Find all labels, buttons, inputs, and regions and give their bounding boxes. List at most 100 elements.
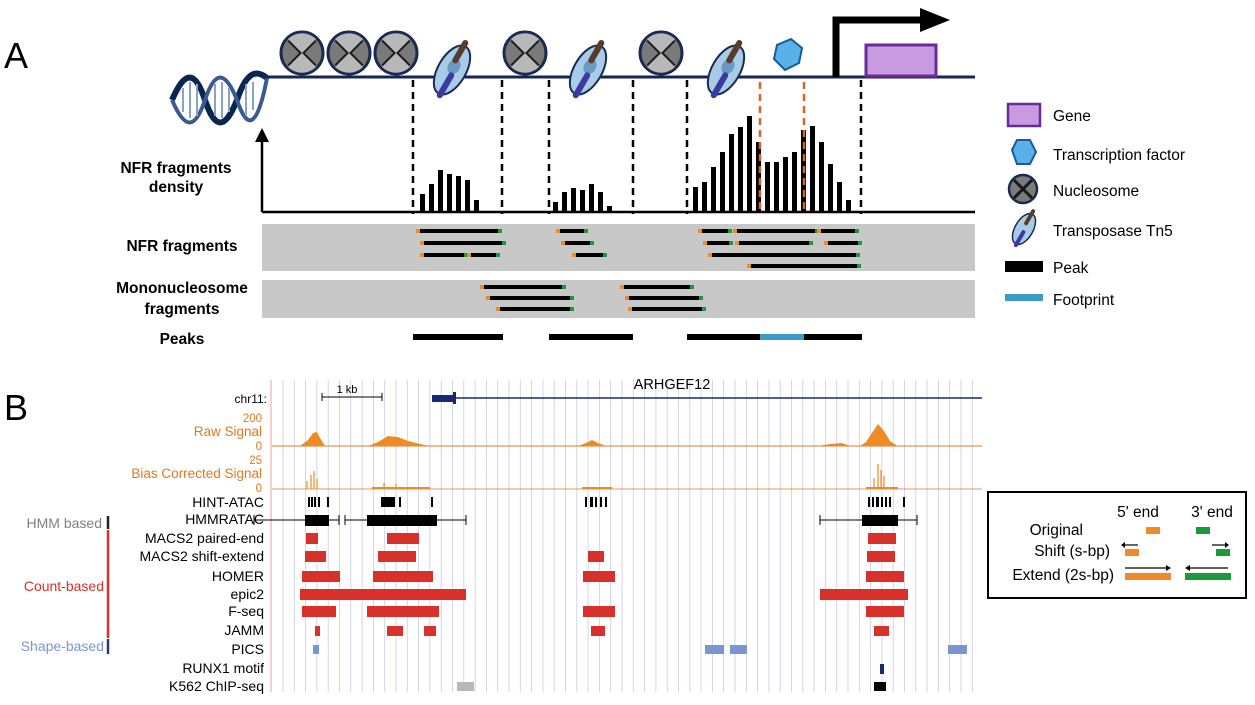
fragment-3-end (856, 253, 860, 257)
fragment-body (828, 241, 858, 245)
density-bar (429, 184, 434, 212)
homer-track (302, 571, 904, 582)
fragment-body (739, 241, 809, 245)
density-track-label-1: NFR fragments (120, 160, 231, 177)
nucleosome-icon (373, 30, 419, 76)
density-bar (598, 192, 603, 212)
density-bar (420, 194, 425, 212)
chipseq-track (457, 682, 886, 691)
density-bar (580, 190, 585, 212)
density-bar (693, 187, 698, 212)
density-bar (447, 174, 452, 212)
scale-bar (321, 393, 383, 401)
fragment-5-end (486, 296, 490, 300)
nucleosome-icons (279, 30, 684, 76)
fragment-3-end (690, 285, 694, 289)
runx1-motif-feature (880, 664, 884, 674)
track-label-1: HMMRATAC (185, 511, 264, 527)
shift-legend-box (987, 491, 1247, 599)
fragment-3-end (502, 241, 506, 245)
group-count-label: Count-based (24, 578, 104, 594)
fragment-body (624, 285, 690, 289)
density-bar (828, 164, 833, 212)
track-label-5: epic2 (231, 586, 265, 602)
fragment-body (565, 241, 590, 245)
density-bar (729, 134, 734, 212)
hmmratac-track (253, 515, 918, 526)
mono-track-label-2: fragments (145, 301, 220, 318)
fragment-body (420, 229, 498, 233)
density-bar (837, 182, 842, 212)
fragment-5-end (733, 229, 737, 233)
gene-name: ARHGEF12 (634, 377, 711, 393)
epic2-track (300, 589, 908, 600)
peak-bar (549, 334, 633, 340)
density-bars (420, 116, 851, 212)
fragment-5-end (561, 241, 565, 245)
fragment-5-end (480, 285, 484, 289)
fragment-3-end (570, 296, 574, 300)
fragment-5-end (824, 241, 828, 245)
panel-a-legend: Gene Transcription factor Nucleosome Tra… (1005, 102, 1185, 309)
density-bar (607, 206, 612, 212)
density-bar (571, 188, 576, 212)
fragment-body (702, 229, 728, 233)
scale-label: 1 kb (337, 384, 358, 396)
group-hmm-label: HMM based (27, 515, 102, 531)
fragment-3-end (464, 253, 468, 257)
region-boundaries (411, 80, 863, 214)
bias-signal-track (306, 464, 898, 489)
density-axis-arrow-icon (255, 128, 269, 142)
fragment-3-end (570, 307, 574, 311)
transcription-factor-icon (772, 37, 804, 72)
density-bar (702, 182, 707, 212)
fragment-3-end (590, 241, 594, 245)
track-label-2: MACS2 paired-end (145, 530, 264, 546)
mono-track-bg (262, 280, 975, 318)
fragment-body (632, 307, 702, 311)
nfr-track-label: NFR fragments (126, 238, 237, 255)
shift-extend-legend: 5' end 3' end Original Shift (s-bp) Exte… (987, 491, 1247, 599)
legend-3-end: 3' end (1191, 504, 1233, 521)
fragment-body (490, 296, 570, 300)
fragment-5-end (628, 307, 632, 311)
fragment-5-end (747, 264, 751, 268)
density-bar (783, 157, 788, 212)
legend-label-transposase: Transposase Tn5 (1053, 223, 1173, 240)
peaks-track-label: Peaks (160, 331, 205, 348)
nfr-track-bg (262, 224, 975, 271)
footprint-bar (760, 334, 804, 340)
density-bar (846, 200, 851, 212)
transposase-legend-icon (1011, 209, 1037, 248)
fragment-5-end (620, 285, 624, 289)
legend-label-gene: Gene (1053, 108, 1091, 125)
fragment-3-end (855, 229, 859, 233)
density-bar (474, 200, 479, 212)
track-label-9: RUNX1 motif (182, 660, 264, 676)
density-bar (720, 152, 725, 212)
density-bar (562, 192, 567, 212)
legend-label-peak: Peak (1053, 260, 1089, 277)
track-label-3: MACS2 shift-extend (140, 548, 265, 564)
fragment-5-end (703, 241, 707, 245)
dna-helix-icon (169, 70, 269, 126)
hint-atac-track (308, 497, 905, 507)
nucleosome-icon (638, 30, 684, 76)
track-label-7: JAMM (224, 622, 264, 638)
density-bar (792, 152, 797, 212)
legend-row-shift: Shift (s-bp) (1034, 543, 1110, 560)
raw-signal-min: 0 (256, 441, 262, 453)
transcription-factor-legend-icon (1010, 139, 1038, 165)
fragment-body (484, 285, 562, 289)
peak-bars (413, 334, 862, 340)
fragment-5-end (467, 253, 471, 257)
fragment-3-end (729, 241, 733, 245)
panel-a-label: A (4, 35, 28, 76)
fragment-3-end (603, 253, 607, 257)
density-bar (711, 167, 716, 212)
fragment-5-end (556, 229, 560, 233)
density-bar (738, 127, 743, 212)
transposase-icon (706, 40, 746, 99)
density-bar (756, 142, 761, 212)
track-label-4: HOMER (212, 568, 264, 584)
